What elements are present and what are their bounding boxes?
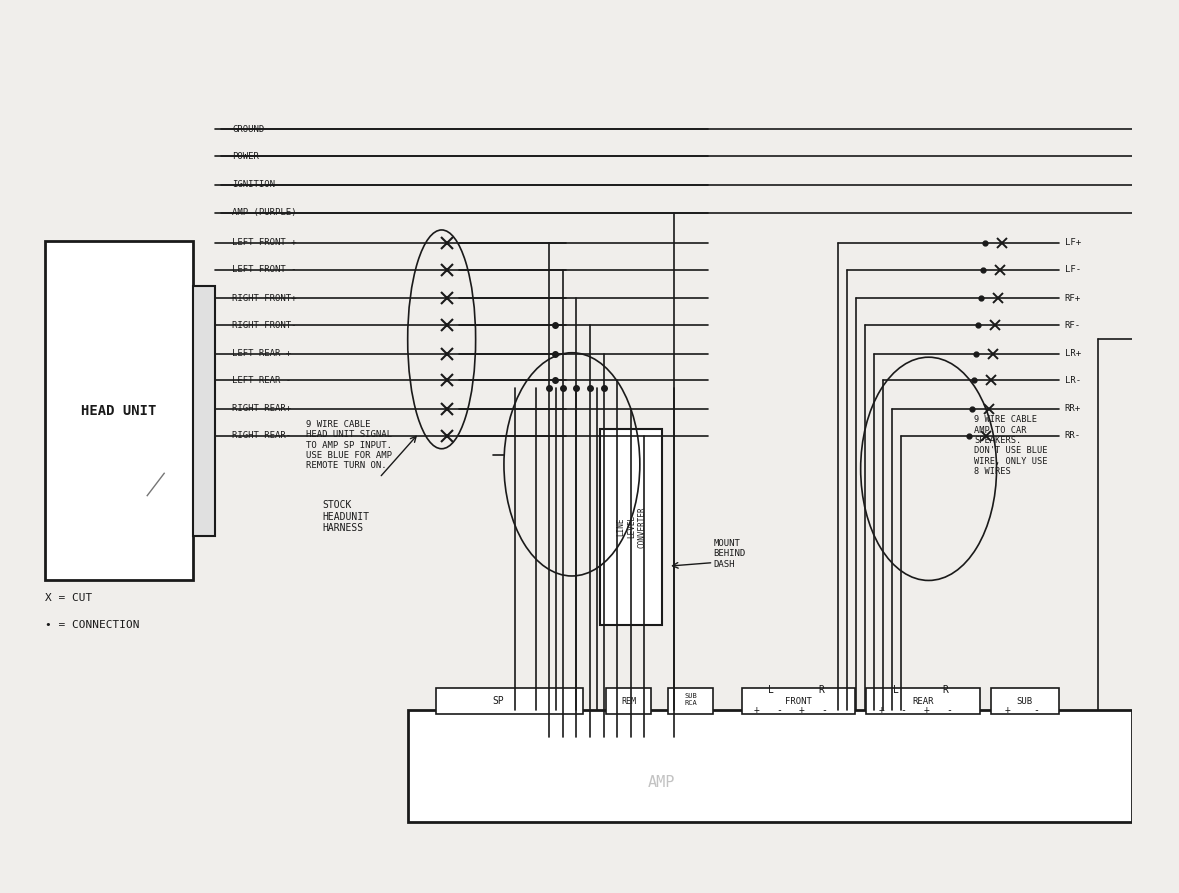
Text: FRONT: FRONT: [785, 697, 812, 705]
Text: GROUND: GROUND: [232, 125, 264, 134]
Text: +: +: [923, 705, 929, 715]
Text: • = CONNECTION: • = CONNECTION: [45, 620, 140, 630]
Bar: [436, 688, 584, 714]
Bar: [45, 241, 192, 580]
Text: LR-: LR-: [1065, 376, 1081, 385]
Text: SUB: SUB: [1016, 697, 1033, 705]
Text: RR-: RR-: [1065, 431, 1081, 440]
Text: L: L: [769, 685, 775, 696]
Bar: [990, 688, 1059, 714]
Bar: [742, 688, 855, 714]
Text: RF+: RF+: [1065, 294, 1081, 303]
Text: -: -: [822, 705, 828, 715]
Text: RF-: RF-: [1065, 321, 1081, 330]
Bar: [867, 688, 980, 714]
Text: SP: SP: [493, 696, 505, 706]
Text: RIGHT REAR+: RIGHT REAR+: [232, 405, 291, 413]
Bar: [600, 429, 663, 625]
Text: -: -: [901, 705, 907, 715]
Text: CAR SPEAKER: CAR SPEAKER: [1178, 303, 1179, 367]
Text: LEFT REAR -: LEFT REAR -: [232, 376, 291, 385]
Text: +: +: [878, 705, 884, 715]
Text: REM: REM: [621, 697, 635, 705]
Text: L: L: [893, 685, 898, 696]
Text: SUB
RCA: SUB RCA: [685, 693, 697, 705]
Bar: [668, 688, 713, 714]
Text: LEFT FRONT +: LEFT FRONT +: [232, 238, 297, 247]
Text: STOCK
HEADUNIT
HARNESS: STOCK HEADUNIT HARNESS: [323, 500, 370, 533]
Bar: [408, 710, 1133, 822]
Text: AMP: AMP: [647, 775, 676, 790]
Text: POWER: POWER: [232, 152, 259, 161]
Text: RIGHT FRONT-: RIGHT FRONT-: [232, 321, 297, 330]
Text: RIGHT REAR-: RIGHT REAR-: [232, 431, 291, 440]
Text: X = CUT: X = CUT: [45, 593, 92, 604]
Text: 9 WIRE CABLE
HEAD UNIT SIGNAL
TO AMP SP INPUT.
USE BLUE FOR AMP
REMOTE TURN ON.: 9 WIRE CABLE HEAD UNIT SIGNAL TO AMP SP …: [305, 420, 391, 471]
Text: +: +: [799, 705, 805, 715]
Text: REAR: REAR: [913, 697, 934, 705]
Text: MOUNT
BEHIND
DASH: MOUNT BEHIND DASH: [713, 538, 745, 569]
Text: -: -: [776, 705, 782, 715]
Text: IGNITION: IGNITION: [232, 180, 275, 189]
Text: +: +: [1005, 705, 1010, 715]
Text: RIGHT FRONT+: RIGHT FRONT+: [232, 294, 297, 303]
Text: LEFT REAR +: LEFT REAR +: [232, 349, 291, 358]
Text: HEAD UNIT: HEAD UNIT: [81, 404, 157, 418]
Text: -: -: [1033, 705, 1039, 715]
Text: +: +: [753, 705, 759, 715]
Text: 9 WIRE CABLE
AMP TO CAR
SPEAKERS.
DON'T USE BLUE
WIRE, ONLY USE
8 WIRES: 9 WIRE CABLE AMP TO CAR SPEAKERS. DON'T …: [974, 415, 1047, 476]
Text: -: -: [946, 705, 951, 715]
Text: R: R: [943, 685, 949, 696]
Text: LR+: LR+: [1065, 349, 1081, 358]
Text: LF-: LF-: [1065, 265, 1081, 274]
Text: LINE
LEVEL
CONVERTER: LINE LEVEL CONVERTER: [617, 506, 646, 547]
FancyArrowPatch shape: [1146, 234, 1179, 445]
Text: RR+: RR+: [1065, 405, 1081, 413]
Text: AMP (PURPLE): AMP (PURPLE): [232, 208, 297, 217]
Text: R: R: [818, 685, 824, 696]
Text: LEFT FRONT -: LEFT FRONT -: [232, 265, 297, 274]
Text: LF+: LF+: [1065, 238, 1081, 247]
Bar: [606, 688, 651, 714]
Bar: [192, 286, 215, 536]
